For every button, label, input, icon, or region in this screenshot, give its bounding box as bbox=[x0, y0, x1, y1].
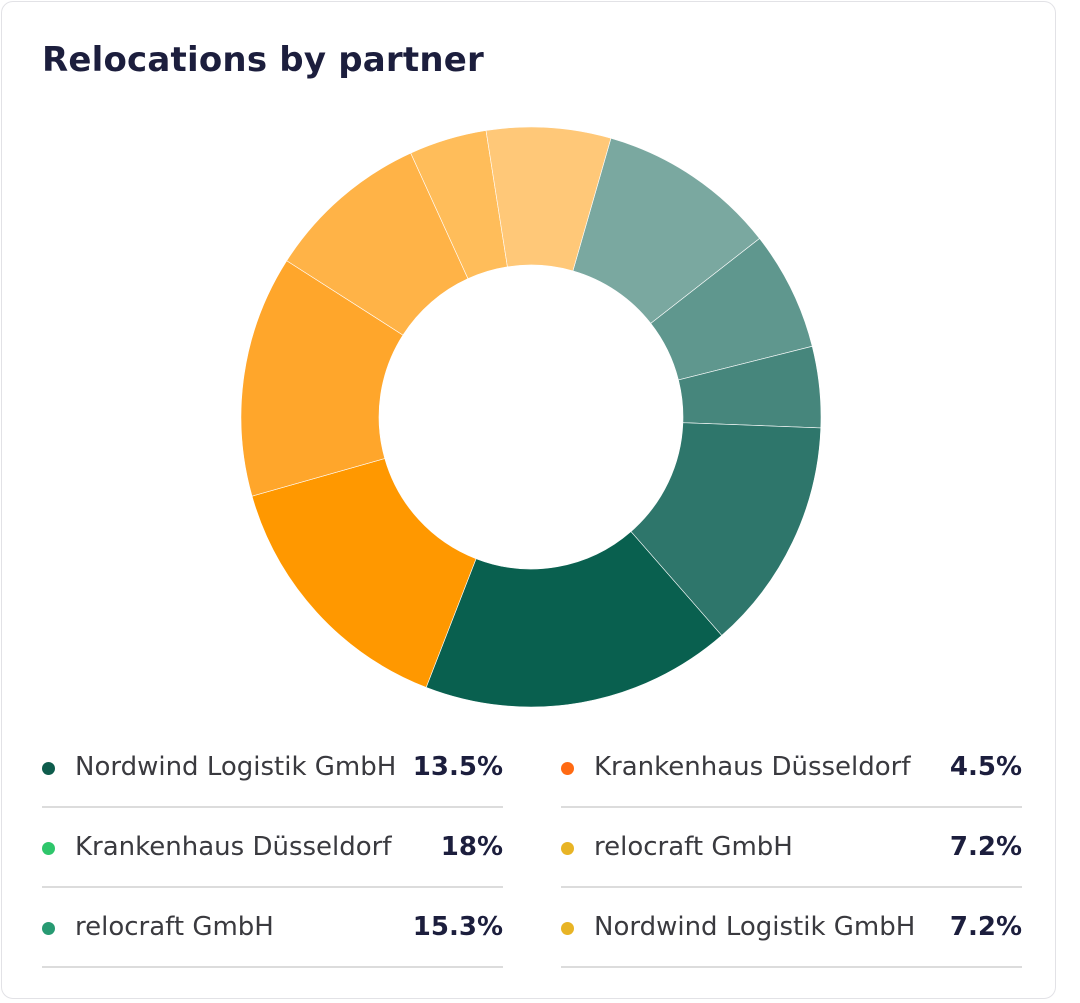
legend-percent: 13.5% bbox=[412, 752, 503, 782]
legend-dot bbox=[42, 842, 55, 855]
legend-dot bbox=[561, 762, 574, 775]
donut-slice-10[interactable] bbox=[485, 126, 612, 272]
chart-title: Relocations by partner bbox=[42, 40, 484, 80]
legend-dot bbox=[42, 922, 55, 935]
legend-item: Nordwind Logistik GmbH 13.5% bbox=[42, 730, 503, 808]
legend-dot bbox=[561, 922, 574, 935]
legend-percent: 18% bbox=[440, 832, 503, 862]
legend-label: Krankenhaus Düsseldorf bbox=[75, 832, 392, 862]
legend-label: Krankenhaus Düsseldorf bbox=[594, 752, 911, 782]
legend-item: Nordwind Logistik GmbH 7.2% bbox=[561, 890, 1022, 968]
legend-item: Krankenhaus Düsseldorf 4.5% bbox=[561, 730, 1022, 808]
legend-label: relocraft GmbH bbox=[75, 912, 274, 942]
legend-column-right: Krankenhaus Düsseldorf 4.5% relocraft Gm… bbox=[561, 730, 1022, 968]
legend-label: Nordwind Logistik GmbH bbox=[594, 912, 916, 942]
legend-column-left: Nordwind Logistik GmbH 13.5% Krankenhaus… bbox=[42, 730, 503, 968]
legend-dot bbox=[561, 842, 574, 855]
legend-item: relocraft GmbH 7.2% bbox=[561, 810, 1022, 888]
legend-percent: 4.5% bbox=[949, 752, 1022, 782]
legend-percent: 7.2% bbox=[949, 832, 1022, 862]
donut-slice-7[interactable] bbox=[240, 260, 404, 497]
legend-percent: 7.2% bbox=[949, 912, 1022, 942]
legend-item: Krankenhaus Düsseldorf 18% bbox=[42, 810, 503, 888]
chart-card: Relocations by partner Nordwind Logistik… bbox=[1, 1, 1056, 999]
donut-chart bbox=[240, 126, 822, 708]
legend-dot bbox=[42, 762, 55, 775]
legend-percent: 15.3% bbox=[412, 912, 503, 942]
legend-item: relocraft GmbH 15.3% bbox=[42, 890, 503, 968]
legend-label: relocraft GmbH bbox=[594, 832, 793, 862]
donut-slice-5[interactable] bbox=[425, 531, 723, 708]
donut-slice-6[interactable] bbox=[251, 458, 477, 688]
legend-label: Nordwind Logistik GmbH bbox=[75, 752, 397, 782]
